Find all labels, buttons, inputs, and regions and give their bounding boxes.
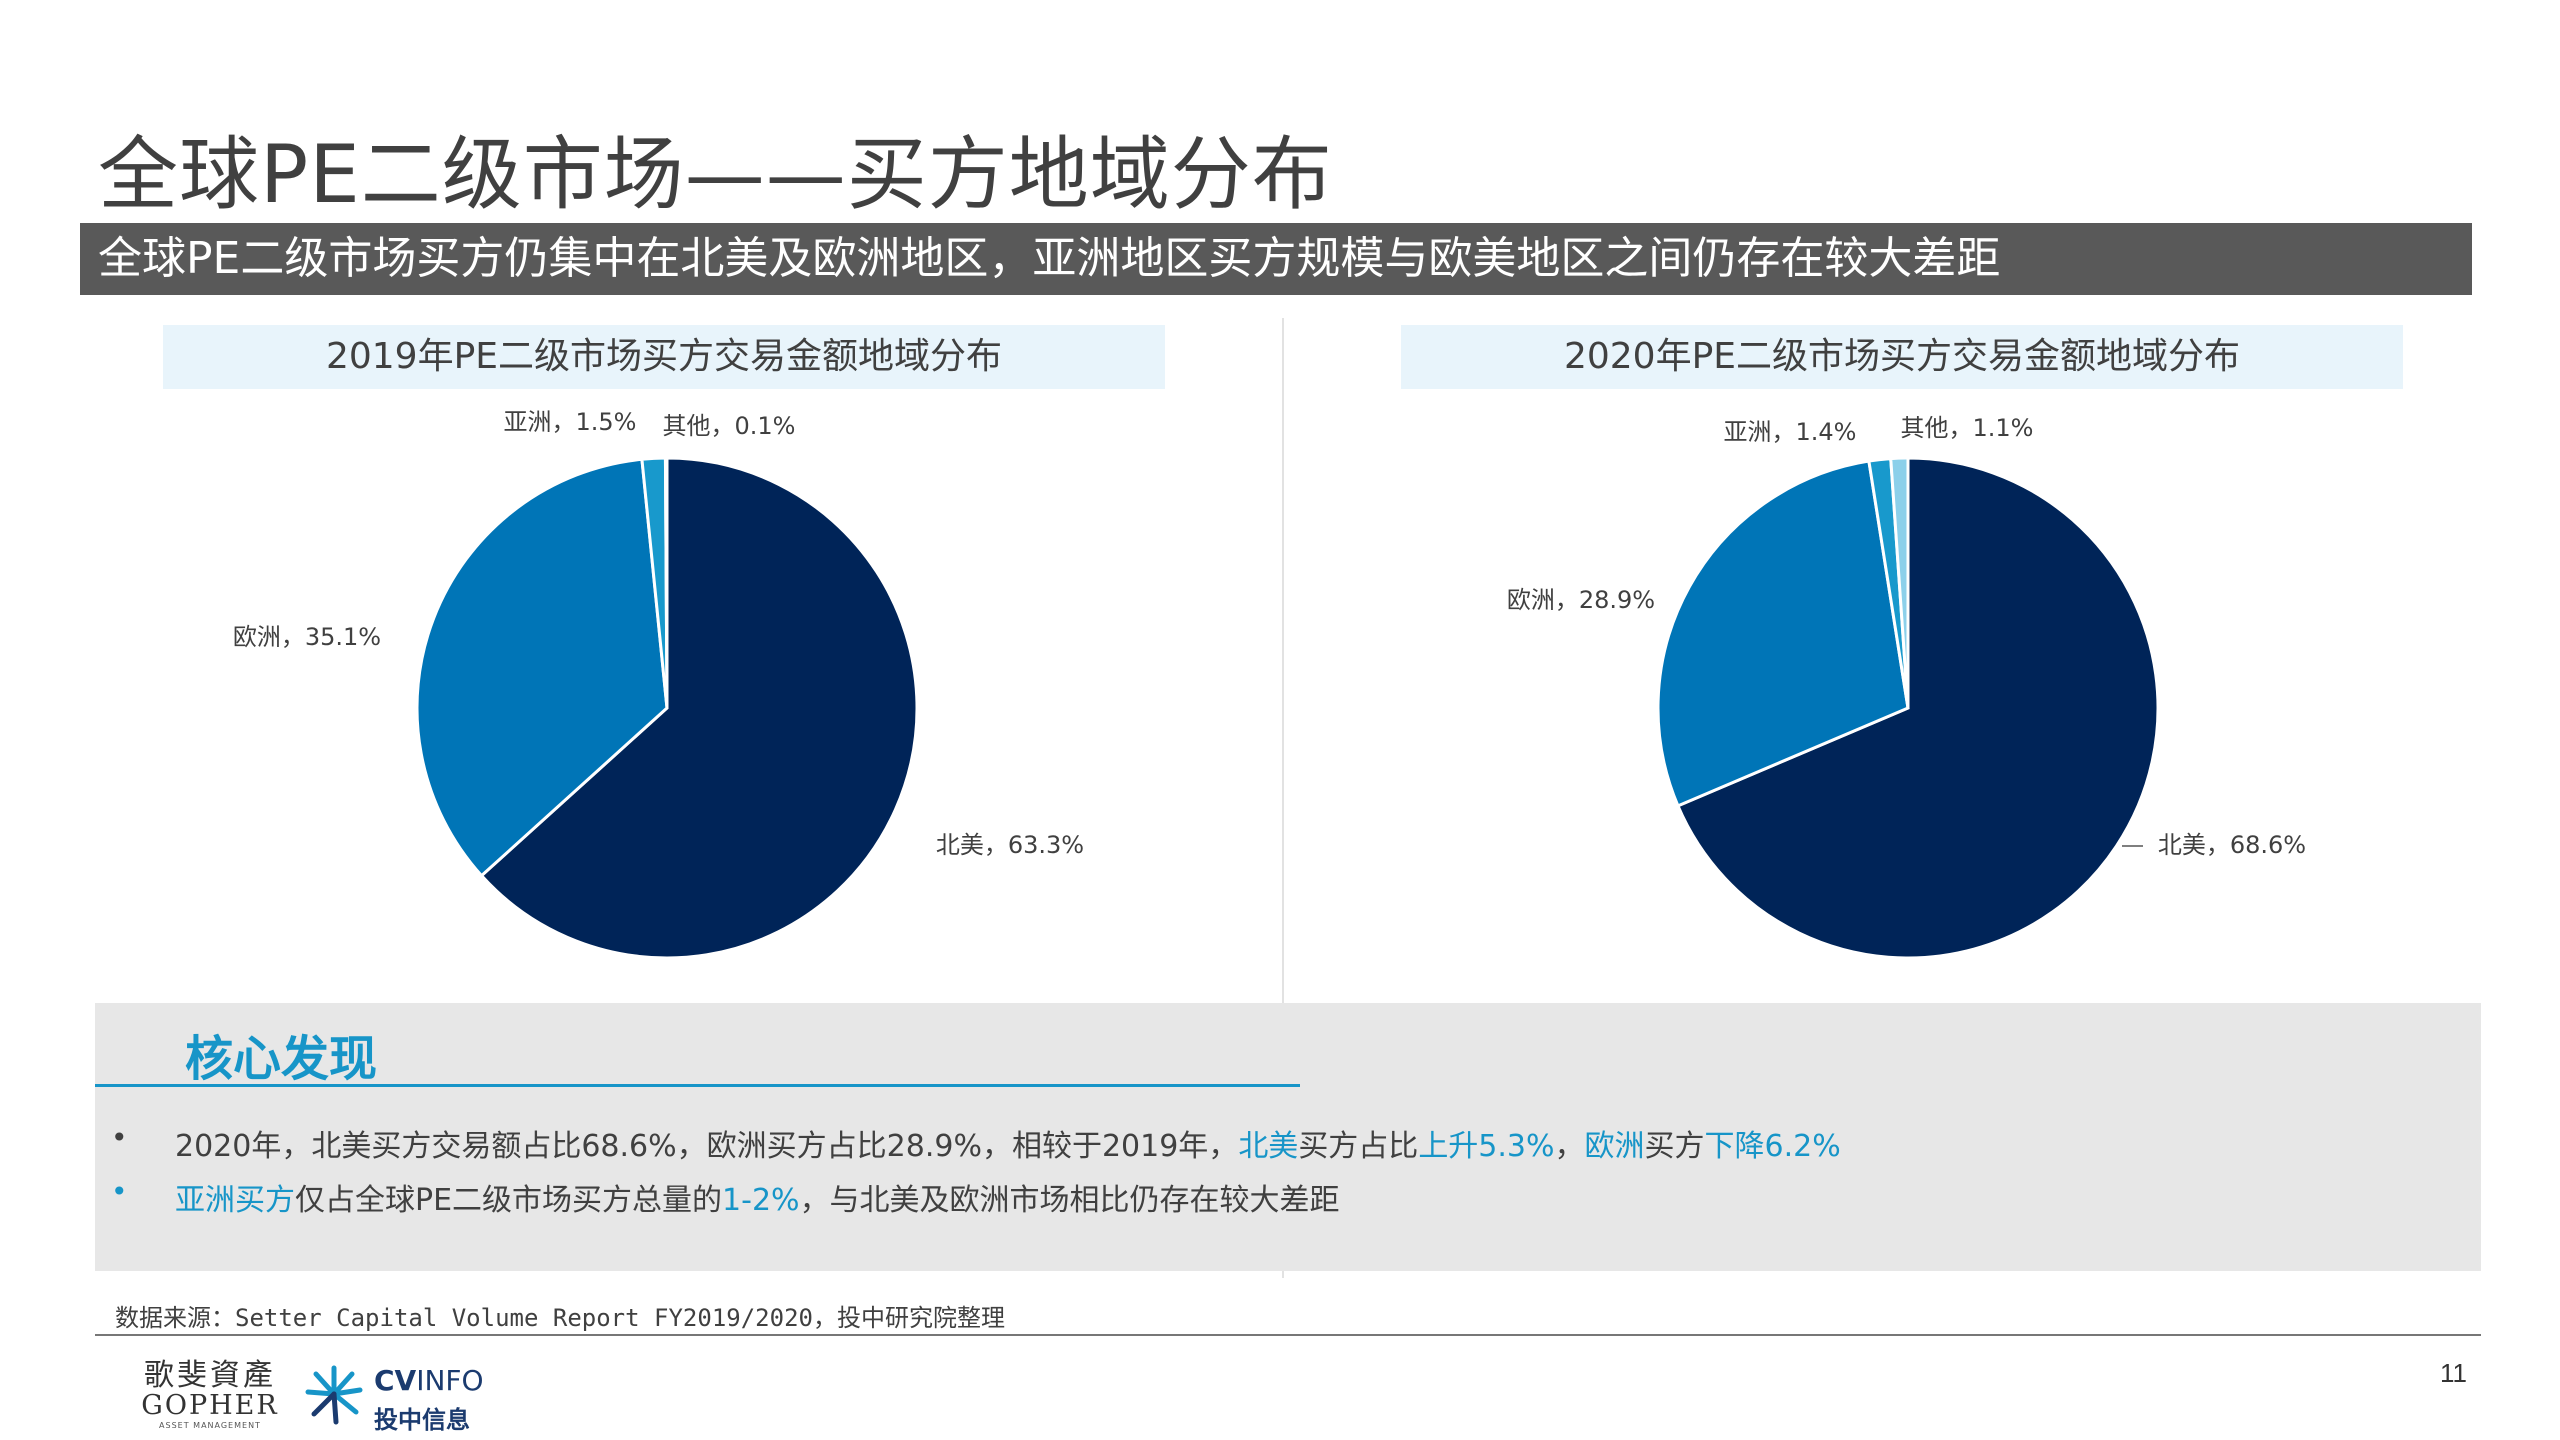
cvinfo-brand-rest: INFO (416, 1364, 484, 1397)
finding-1-part: ， (1554, 1129, 1585, 1164)
finding-2-part: 仅占全球PE二级市场买方总量的 (295, 1183, 723, 1218)
page-number: 11 (2440, 1358, 2467, 1388)
finding-1-highlight: 上升5.3% (1418, 1129, 1555, 1164)
key-findings-panel: 核心发现 • 2020年，北美买方交易额占比68.6%，欧洲买方占比28.9%，… (95, 1003, 2481, 1271)
slice-other (663, 456, 669, 709)
gopher-logo-en: GOPHER (141, 1390, 279, 1421)
slice-north-america-label: 北美，68.6% (2158, 831, 2306, 859)
finding-1-highlight: 北美 (1238, 1129, 1299, 1164)
slice-north-america-label: 北美，63.3% (936, 831, 1084, 859)
pie-chart-2019: 北美，63.3% 欧洲，35.1% 亚洲，1.5% 其他，0.1% (233, 408, 1084, 960)
finding-1-part: 买方占比 (1298, 1129, 1419, 1164)
slice-other-label: 其他，1.1% (1901, 414, 2034, 442)
slice-europe (1656, 459, 1910, 808)
bullet-icon: • (111, 1121, 128, 1154)
finding-1-highlight: 下降6.2% (1704, 1129, 1841, 1164)
gopher-logo: 歌斐資產 GOPHER ASSET MANAGEMENT (140, 1350, 280, 1440)
finding-2-part: ，与北美及欧洲市场相比仍存在较大差距 (799, 1183, 1340, 1218)
finding-1-text: 2020年，北美买方交易额占比68.6%，欧洲买方占比28.9%，相较于2019… (175, 1121, 1841, 1165)
footer-divider (95, 1334, 2481, 1336)
slice-other (1889, 456, 1910, 709)
summary-banner: 全球PE二级市场买方仍集中在北美及欧洲地区，亚洲地区买方规模与欧美地区之间仍存在… (80, 223, 2472, 295)
slice-north-america (479, 456, 919, 960)
slice-europe (415, 457, 669, 878)
cvinfo-brand: CVINFO (374, 1364, 484, 1397)
gopher-logo-cn: 歌斐資產 (144, 1358, 276, 1393)
chart-2019-title: 2019年PE二级市场买方交易金额地域分布 (163, 325, 1165, 389)
chart-divider (1282, 318, 1284, 1278)
cvinfo-brand-bold: CV (374, 1364, 417, 1397)
cvinfo-logo: CVINFO 投中信息 (302, 1362, 484, 1434)
finding-2-highlight: 亚洲买方 (175, 1183, 295, 1218)
cvinfo-cn: 投中信息 (374, 1406, 470, 1434)
finding-2-text: 亚洲买方仅占全球PE二级市场买方总量的1-2%，与北美及欧洲市场相比仍存在较大差… (175, 1175, 1340, 1219)
slice-asia-label: 亚洲，1.5% (504, 408, 637, 436)
data-source-note: 数据来源：Setter Capital Volume Report FY2019… (115, 1304, 1005, 1332)
chart-2020-title: 2020年PE二级市场买方交易金额地域分布 (1401, 325, 2403, 389)
key-findings-heading: 核心发现 (185, 1031, 378, 1087)
gopher-logo-sub: ASSET MANAGEMENT (159, 1421, 261, 1430)
slice-europe-label: 欧洲，35.1% (233, 623, 381, 651)
finding-2-highlight: 1-2% (722, 1183, 800, 1218)
finding-1-part: 2020年，北美买方交易额占比68.6%，欧洲买方占比28.9%，相较于2019… (175, 1129, 1239, 1164)
slice-asia-label: 亚洲，1.4% (1724, 418, 1857, 446)
finding-1-highlight: 欧洲 (1584, 1129, 1645, 1164)
slice-europe-label: 欧洲，28.9% (1507, 586, 1655, 614)
cvinfo-burst-icon (305, 1365, 363, 1425)
page-title: 全球PE二级市场——买方地域分布 (98, 128, 1333, 221)
slice-other-label: 其他，0.1% (663, 412, 796, 440)
bullet-icon: • (111, 1175, 128, 1208)
finding-1-part: 买方 (1644, 1129, 1705, 1164)
slice-north-america (1675, 456, 2160, 960)
pie-chart-2020: 北美，68.6% 欧洲，28.9% 亚洲，1.4% 其他，1.1% (1507, 414, 2306, 960)
key-findings-underline (95, 1084, 1300, 1087)
